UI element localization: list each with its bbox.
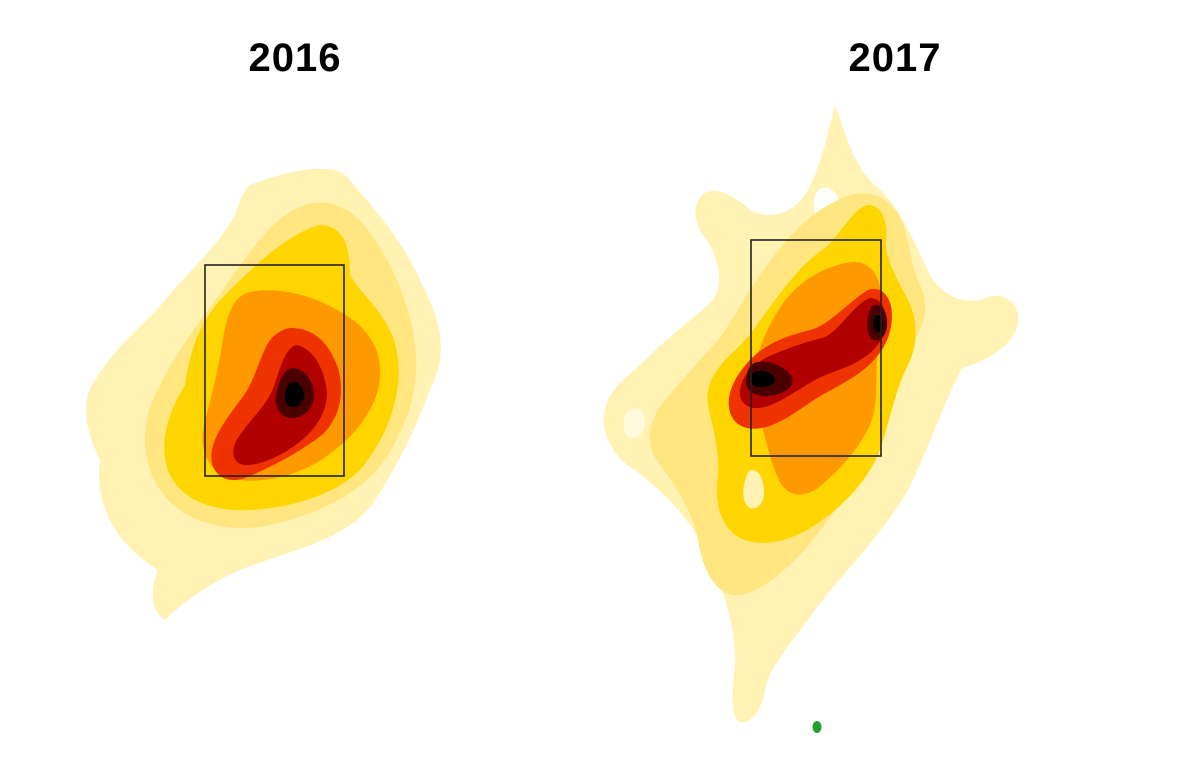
density-peak-left (750, 370, 776, 387)
white-gap-left (623, 408, 645, 439)
heatmap-2016 (85, 168, 441, 621)
heatmap-panel-2017: 2017 (590, 0, 1200, 772)
heatmap-panel-2016: 2016 (0, 0, 590, 772)
ball-marker (812, 721, 822, 733)
heatmap-2017 (603, 105, 1019, 733)
chart-title-2016: 2016 (248, 36, 342, 80)
chart-title-2017: 2017 (848, 36, 942, 80)
white-gap-lower (743, 470, 765, 509)
density-peak (284, 382, 304, 407)
strike-zone-2017 (750, 239, 882, 457)
strike-zone-2016 (204, 264, 345, 477)
